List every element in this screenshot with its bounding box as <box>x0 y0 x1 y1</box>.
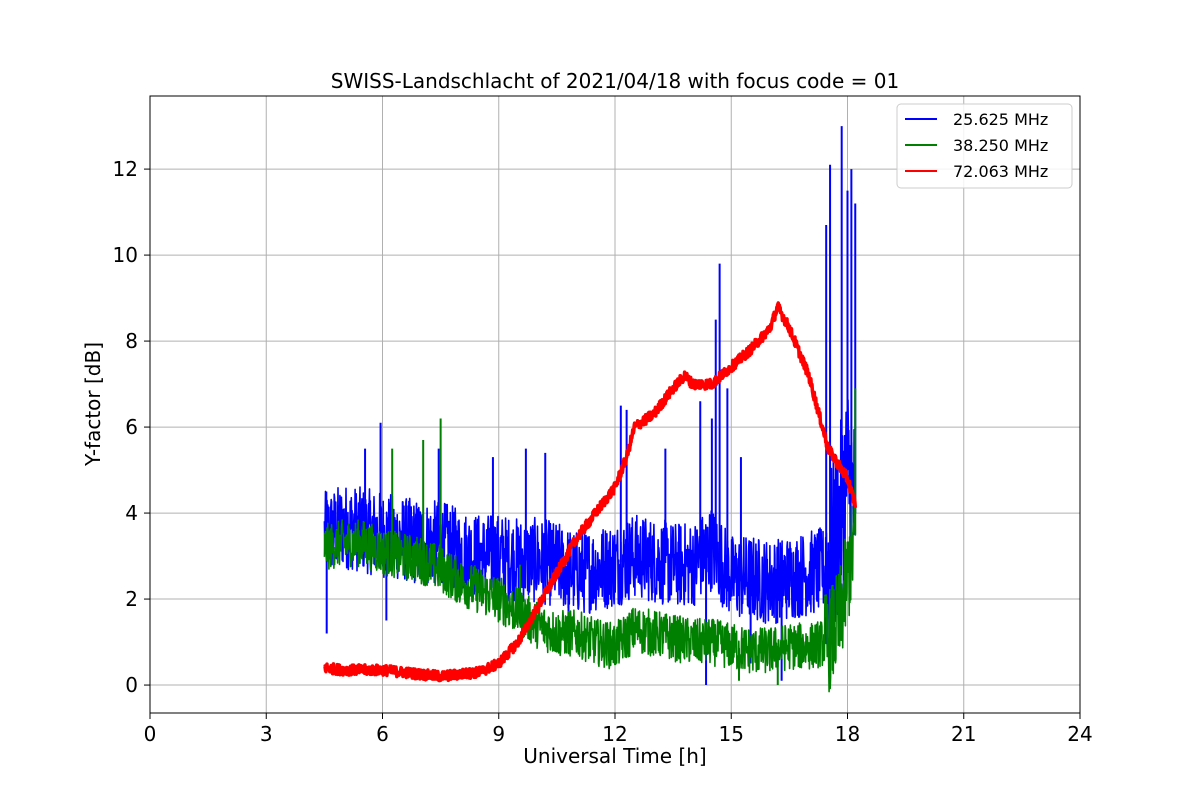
series-line-2 <box>323 301 858 683</box>
y-tick-label: 0 <box>125 673 138 697</box>
legend-label: 72.063 MHz <box>953 162 1048 181</box>
y-tick-label: 12 <box>113 157 138 181</box>
x-tick-label: 15 <box>719 722 744 746</box>
y-tick-label: 2 <box>125 587 138 611</box>
y-tick-label: 6 <box>125 415 138 439</box>
grid-lines <box>149 96 1081 713</box>
x-tick-label: 0 <box>144 722 157 746</box>
series-line-1 <box>323 493 857 693</box>
legend: 25.625 MHz 38.250 MHz 72.063 MHz <box>896 103 1073 189</box>
y-axis-label: Y-factor [dB] <box>81 342 105 467</box>
legend-label: 25.625 MHz <box>953 110 1048 129</box>
x-tick-label: 3 <box>260 722 273 746</box>
series-line-0 <box>323 399 857 648</box>
x-axis-label: Universal Time [h] <box>523 744 706 768</box>
y-tick-label: 4 <box>125 501 138 525</box>
x-tick-label: 24 <box>1067 722 1092 746</box>
x-tick-label: 6 <box>376 722 389 746</box>
legend-box <box>896 103 1073 189</box>
x-axis: 0 3 6 9 12 15 18 21 24 <box>144 713 1093 746</box>
y-axis: 0 2 4 6 8 10 12 <box>113 157 150 697</box>
x-tick-label: 21 <box>951 722 976 746</box>
series-layer <box>323 126 858 693</box>
chart-title: SWISS-Landschlacht of 2021/04/18 with fo… <box>331 69 899 93</box>
x-tick-label: 9 <box>492 722 505 746</box>
x-tick-label: 12 <box>602 722 627 746</box>
x-tick-label: 18 <box>835 722 860 746</box>
legend-label: 38.250 MHz <box>953 136 1048 155</box>
y-tick-label: 8 <box>125 329 138 353</box>
y-tick-label: 10 <box>113 243 138 267</box>
